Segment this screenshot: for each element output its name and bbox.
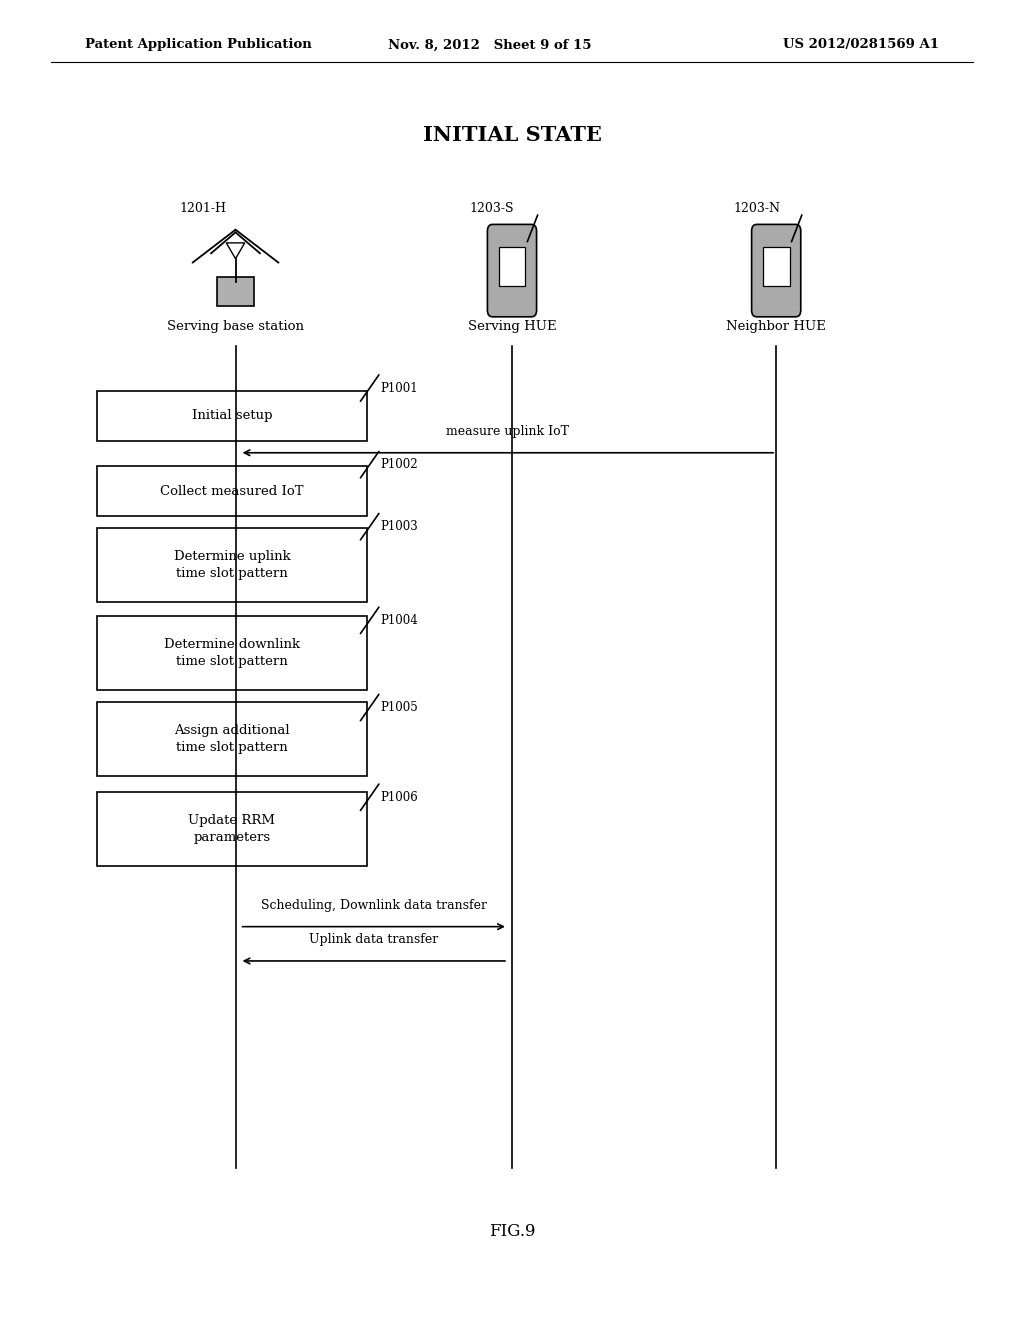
FancyBboxPatch shape (499, 247, 525, 286)
FancyBboxPatch shape (97, 391, 367, 441)
FancyBboxPatch shape (97, 702, 367, 776)
Text: Determine uplink
time slot pattern: Determine uplink time slot pattern (173, 550, 291, 579)
Polygon shape (226, 243, 245, 259)
FancyBboxPatch shape (487, 224, 537, 317)
Text: Neighbor HUE: Neighbor HUE (726, 319, 826, 333)
FancyBboxPatch shape (217, 277, 254, 306)
Text: 1203-N: 1203-N (733, 202, 780, 215)
Text: Collect measured IoT: Collect measured IoT (160, 484, 304, 498)
Text: 1201-H: 1201-H (179, 202, 226, 215)
Text: P1002: P1002 (380, 458, 418, 471)
FancyBboxPatch shape (752, 224, 801, 317)
Text: Nov. 8, 2012   Sheet 9 of 15: Nov. 8, 2012 Sheet 9 of 15 (388, 38, 591, 51)
FancyBboxPatch shape (97, 792, 367, 866)
Text: P1006: P1006 (380, 791, 418, 804)
Text: P1001: P1001 (380, 381, 418, 395)
FancyBboxPatch shape (97, 616, 367, 690)
Text: 1203-S: 1203-S (469, 202, 513, 215)
Text: Initial setup: Initial setup (191, 409, 272, 422)
Text: Patent Application Publication: Patent Application Publication (85, 38, 311, 51)
FancyBboxPatch shape (97, 528, 367, 602)
Text: Serving base station: Serving base station (167, 319, 304, 333)
Text: Determine downlink
time slot pattern: Determine downlink time slot pattern (164, 639, 300, 668)
Text: Uplink data transfer: Uplink data transfer (309, 933, 438, 946)
Text: measure uplink IoT: measure uplink IoT (446, 425, 569, 438)
Text: Scheduling, Downlink data transfer: Scheduling, Downlink data transfer (261, 899, 486, 912)
Text: P1003: P1003 (380, 520, 418, 533)
Text: Assign additional
time slot pattern: Assign additional time slot pattern (174, 725, 290, 754)
Text: P1004: P1004 (380, 614, 418, 627)
Text: Serving HUE: Serving HUE (468, 319, 556, 333)
Text: P1005: P1005 (380, 701, 418, 714)
FancyBboxPatch shape (763, 247, 790, 286)
Text: US 2012/0281569 A1: US 2012/0281569 A1 (783, 38, 939, 51)
FancyBboxPatch shape (97, 466, 367, 516)
Text: INITIAL STATE: INITIAL STATE (423, 124, 601, 145)
Text: Update RRM
parameters: Update RRM parameters (188, 814, 275, 843)
Text: FIG.9: FIG.9 (488, 1224, 536, 1239)
